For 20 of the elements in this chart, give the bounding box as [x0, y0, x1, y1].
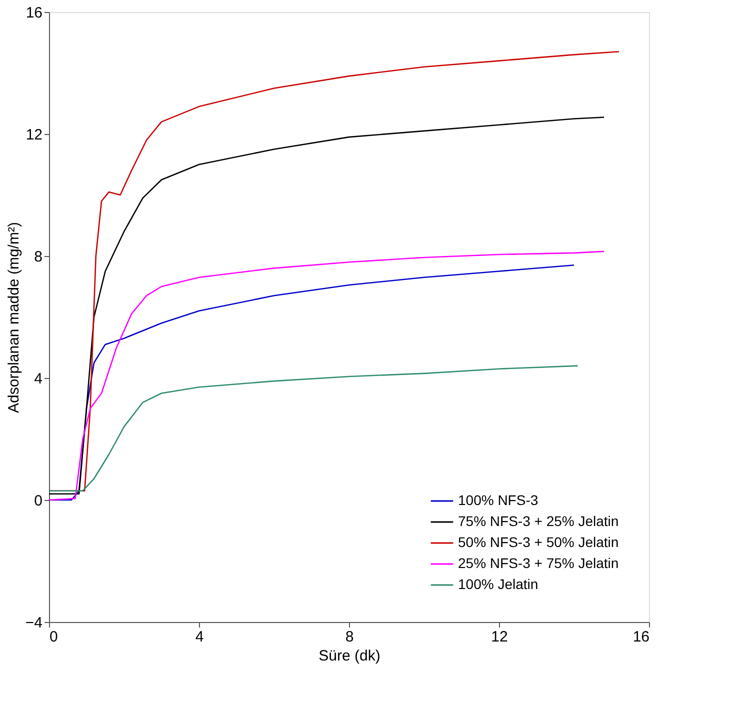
y-tick-label: 8: [34, 248, 42, 266]
line-series: [48, 365, 578, 492]
legend-label: 25% NFS-3 + 75% Jelatin: [458, 555, 619, 571]
x-axis-title: Süre (dk): [318, 648, 380, 664]
y-tick-label: 0: [34, 492, 42, 510]
y-tick-label: 16: [26, 4, 42, 22]
y-axis-title: Adsorplanan madde (mg/m²): [5, 222, 22, 413]
y-tick-label: 4: [34, 370, 42, 388]
y-tick-label: −4: [25, 614, 42, 632]
x-tick-label: 4: [195, 628, 204, 646]
legend-label: 50% NFS-3 + 50% Jelatin: [458, 534, 619, 550]
x-tick-label: 12: [491, 628, 508, 646]
x-tick-label: 0: [50, 628, 58, 646]
line-series: [48, 116, 605, 495]
x-tick-label: 16: [632, 628, 650, 646]
legend-label: 100% NFS-3: [458, 492, 538, 508]
x-tick-label: 8: [345, 628, 354, 646]
legend-label: 75% NFS-3 + 25% Jelatin: [458, 513, 619, 529]
y-tick-label: 12: [26, 126, 42, 144]
legend-label: 100% Jelatin: [458, 576, 538, 592]
